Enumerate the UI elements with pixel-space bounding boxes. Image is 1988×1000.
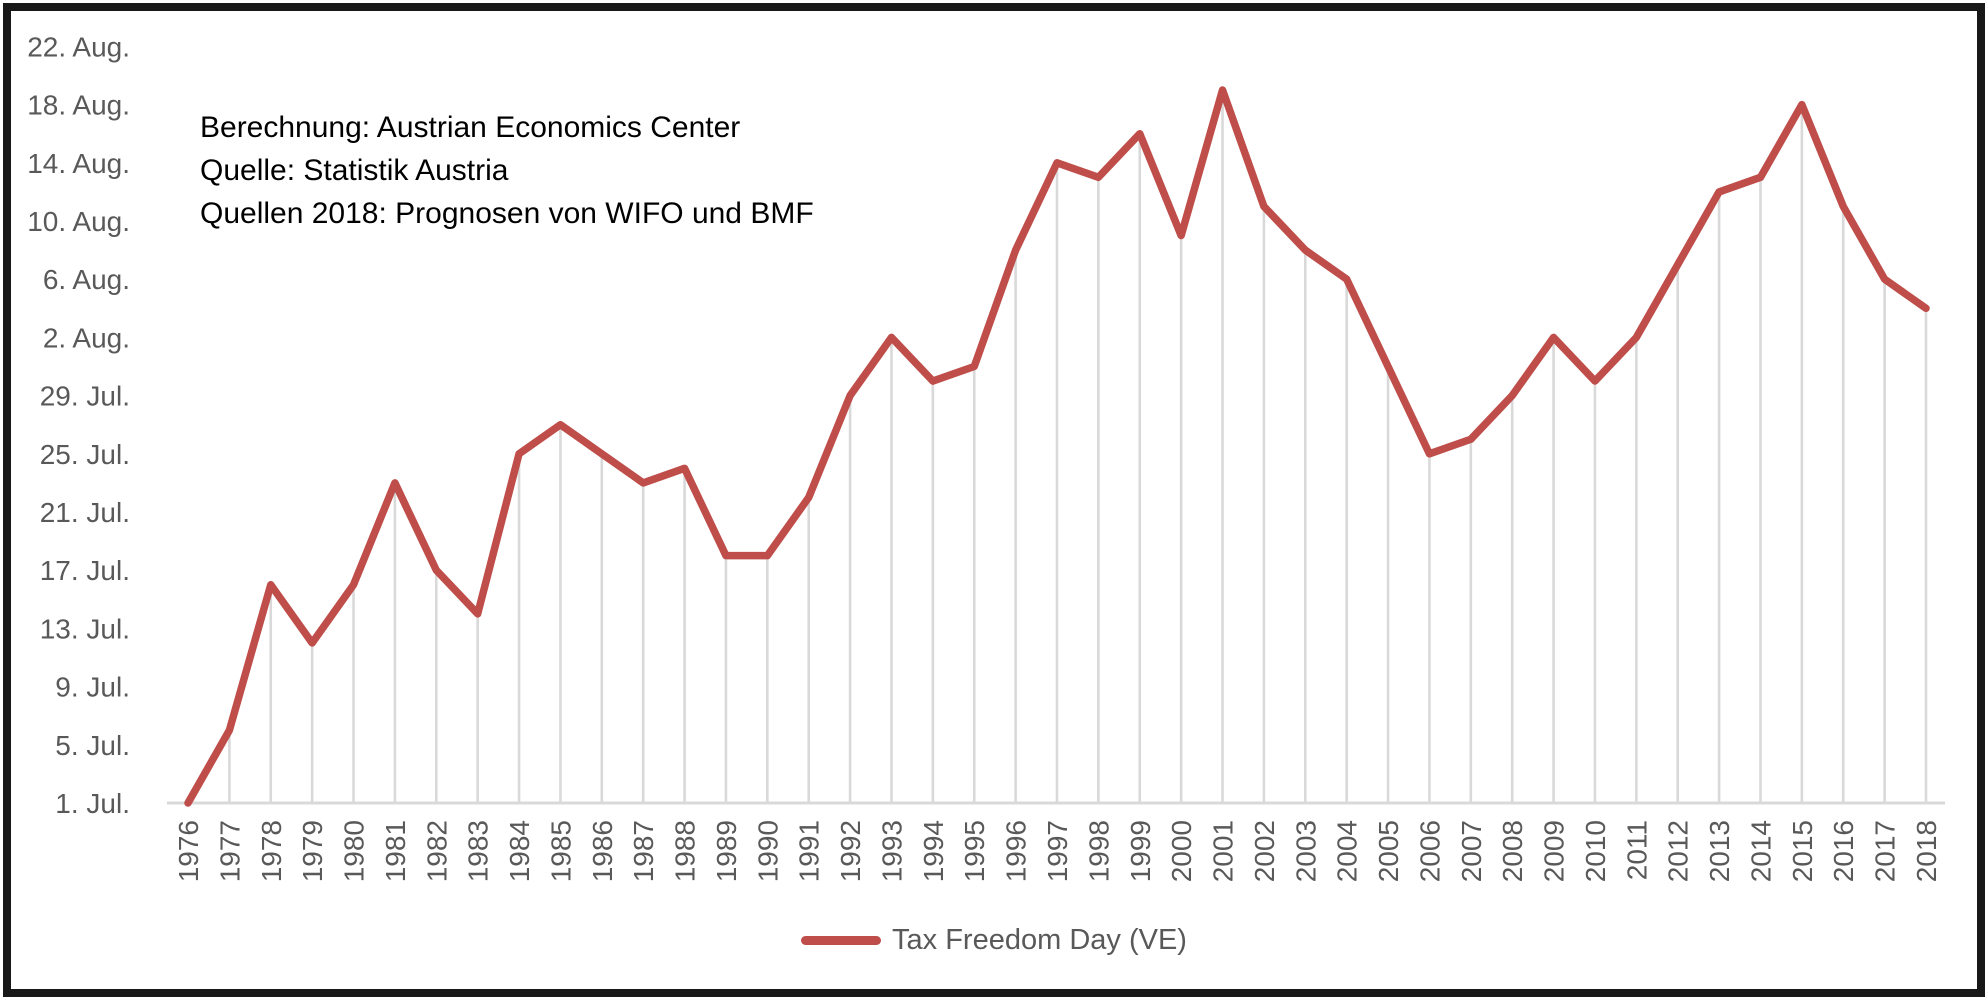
x-tick-label: 1977 bbox=[214, 820, 245, 882]
x-tick-label: 2016 bbox=[1828, 820, 1859, 882]
x-tick-label: 1999 bbox=[1125, 820, 1156, 882]
y-tick-label: 17. Jul. bbox=[40, 555, 130, 586]
x-tick-label: 1988 bbox=[670, 820, 701, 882]
y-tick-label: 5. Jul. bbox=[55, 730, 130, 761]
y-tick-label: 13. Jul. bbox=[40, 613, 130, 644]
x-tick-label: 2018 bbox=[1911, 820, 1942, 882]
y-tick-label: 9. Jul. bbox=[55, 672, 130, 703]
x-tick-label: 2000 bbox=[1166, 820, 1197, 882]
y-tick-label: 1. Jul. bbox=[55, 788, 130, 819]
annotation-line-berechnung: Berechnung: Austrian Economics Center bbox=[200, 111, 741, 144]
y-tick-label: 18. Aug. bbox=[27, 90, 130, 121]
x-tick-label: 1995 bbox=[959, 820, 990, 882]
x-tick-label: 1980 bbox=[339, 820, 370, 882]
source-annotation: Berechnung: Austrian Economics Center Qu… bbox=[200, 106, 814, 235]
x-tick-label: 1989 bbox=[711, 820, 742, 882]
x-tick-label: 2005 bbox=[1373, 820, 1404, 882]
x-tick-label: 1996 bbox=[1001, 820, 1032, 882]
x-tick-label: 2017 bbox=[1870, 820, 1901, 882]
annotation-line-quellen-2018: Quellen 2018: Prognosen von WIFO und BMF bbox=[200, 197, 814, 230]
y-tick-label: 21. Jul. bbox=[40, 497, 130, 528]
x-tick-label: 2014 bbox=[1745, 820, 1776, 882]
x-tick-label: 1985 bbox=[545, 820, 576, 882]
x-tick-label: 1994 bbox=[918, 820, 949, 882]
legend-line-swatch bbox=[801, 936, 882, 945]
x-tick-label: 2015 bbox=[1787, 820, 1818, 882]
x-tick-label: 2012 bbox=[1663, 820, 1694, 882]
x-tick-label: 2002 bbox=[1249, 820, 1280, 882]
tfd-series-line bbox=[184, 86, 1930, 807]
x-tick-label: 1984 bbox=[504, 820, 535, 882]
x-tick-label: 2013 bbox=[1704, 820, 1735, 882]
legend-label: Tax Freedom Day (VE) bbox=[892, 924, 1187, 956]
x-tick-label: 2008 bbox=[1497, 820, 1528, 882]
x-tick-label: 1983 bbox=[463, 820, 494, 882]
y-tick-label: 14. Aug. bbox=[27, 148, 130, 179]
x-tick-label: 1979 bbox=[297, 820, 328, 882]
x-tick-label: 1981 bbox=[380, 820, 411, 882]
x-tick-label: 1990 bbox=[752, 820, 783, 882]
x-tick-label: 2010 bbox=[1580, 820, 1611, 882]
y-tick-label: 6. Aug. bbox=[43, 264, 130, 295]
x-tick-label: 2011 bbox=[1621, 820, 1652, 880]
x-tick-label: 1991 bbox=[794, 820, 825, 882]
annotation-line-quelle: Quelle: Statistik Austria bbox=[200, 154, 509, 187]
x-tick-label: 1986 bbox=[587, 820, 618, 882]
y-tick-label: 22. Aug. bbox=[27, 31, 130, 62]
y-tick-label: 10. Aug. bbox=[27, 206, 130, 237]
y-tick-label: 2. Aug. bbox=[43, 322, 130, 353]
x-tick-label: 2006 bbox=[1414, 820, 1445, 882]
x-tick-label: 1982 bbox=[421, 820, 452, 882]
x-tick-label: 1987 bbox=[628, 820, 659, 882]
x-tick-label: 1993 bbox=[876, 820, 907, 882]
x-tick-label: 1992 bbox=[835, 820, 866, 882]
legend: Tax Freedom Day (VE) bbox=[0, 924, 1988, 957]
x-tick-label: 1998 bbox=[1083, 820, 1114, 882]
x-tick-label: 2004 bbox=[1332, 820, 1363, 882]
x-tick-label: 2007 bbox=[1456, 820, 1487, 882]
y-tick-label: 29. Jul. bbox=[40, 381, 130, 412]
y-tick-label: 25. Jul. bbox=[40, 439, 130, 470]
x-tick-label: 2009 bbox=[1539, 820, 1570, 882]
x-tick-label: 1976 bbox=[173, 820, 204, 882]
x-tick-label: 1978 bbox=[256, 820, 287, 882]
x-tick-label: 1997 bbox=[1042, 820, 1073, 882]
x-tick-label: 2001 bbox=[1208, 820, 1239, 882]
x-tick-label: 2003 bbox=[1290, 820, 1321, 882]
